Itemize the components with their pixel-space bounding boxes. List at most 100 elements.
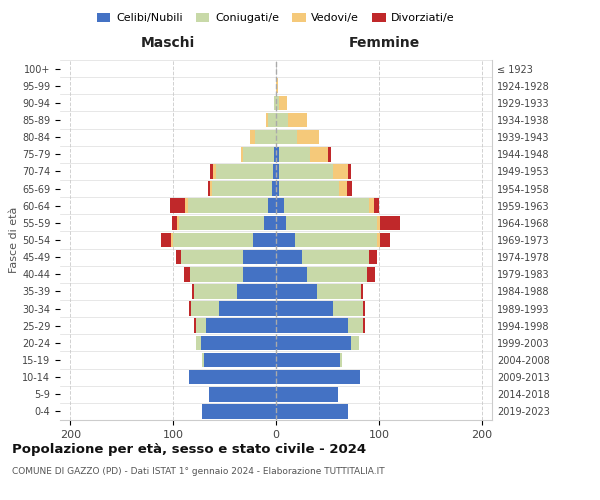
Bar [213,164,217,178]
Bar [185,198,188,213]
Bar [279,182,339,196]
Bar [374,198,379,213]
Bar [188,370,276,384]
Bar [250,130,256,144]
Bar [302,250,368,264]
Bar [276,112,289,128]
Bar [173,232,253,248]
Bar [328,147,331,162]
Bar [206,318,276,333]
Bar [347,182,352,196]
Bar [243,267,276,281]
Bar [348,318,364,333]
Bar [191,302,220,316]
Bar [310,147,328,162]
Text: COMUNE DI GAZZO (PD) - Dati ISTAT 1° gennaio 2024 - Elaborazione TUTTITALIA.IT: COMUNE DI GAZZO (PD) - Dati ISTAT 1° gen… [12,468,385,476]
Bar [268,198,276,213]
Bar [276,404,348,418]
Bar [276,267,307,281]
Bar [351,336,359,350]
Bar [276,182,279,196]
Bar [190,267,243,281]
Bar [380,216,400,230]
Bar [276,130,296,144]
Bar [276,352,340,368]
Bar [274,147,276,162]
Bar [276,387,338,402]
Y-axis label: Fasce di età: Fasce di età [9,207,19,273]
Bar [364,318,365,333]
Bar [274,96,276,110]
Bar [204,352,276,368]
Bar [176,250,181,264]
Bar [279,164,332,178]
Bar [276,232,295,248]
Bar [196,318,206,333]
Bar [201,336,276,350]
Bar [170,198,185,213]
Text: Popolazione per età, sesso e stato civile - 2024: Popolazione per età, sesso e stato civil… [12,442,366,456]
Bar [339,182,347,196]
Bar [286,216,377,230]
Bar [241,147,243,162]
Bar [340,352,342,368]
Bar [171,232,173,248]
Bar [332,302,364,316]
Bar [194,318,196,333]
Bar [276,318,348,333]
Bar [332,164,348,178]
Bar [276,78,278,93]
Bar [276,370,361,384]
Bar [188,302,191,316]
Bar [202,352,204,368]
Bar [276,302,332,316]
Bar [284,198,368,213]
Bar [364,302,365,316]
Bar [276,147,279,162]
Text: Maschi: Maschi [141,36,195,50]
Bar [243,250,276,264]
Bar [295,232,377,248]
Bar [184,267,190,281]
Bar [266,112,268,128]
Bar [256,130,276,144]
Bar [253,232,276,248]
Bar [202,404,276,418]
Bar [263,216,276,230]
Bar [237,284,276,298]
Bar [367,267,375,281]
Bar [276,216,286,230]
Bar [243,147,274,162]
Bar [368,250,377,264]
Bar [272,182,276,196]
Bar [179,216,263,230]
Bar [276,198,284,213]
Bar [191,284,194,298]
Bar [273,164,276,178]
Bar [279,147,310,162]
Bar [210,164,213,178]
Bar [317,284,361,298]
Bar [377,216,380,230]
Bar [217,164,273,178]
Bar [209,387,276,402]
Bar [276,164,279,178]
Bar [377,232,380,248]
Bar [220,302,276,316]
Text: Femmine: Femmine [349,36,419,50]
Bar [361,284,364,298]
Bar [380,232,390,248]
Bar [210,182,212,196]
Bar [276,250,302,264]
Bar [348,164,351,178]
Bar [194,284,237,298]
Bar [181,250,243,264]
Bar [212,182,272,196]
Bar [188,198,268,213]
Bar [196,336,201,350]
Bar [177,216,179,230]
Bar [368,198,374,213]
Bar [276,284,317,298]
Bar [268,112,276,128]
Legend: Celibi/Nubili, Coniugati/e, Vedovi/e, Divorziati/e: Celibi/Nubili, Coniugati/e, Vedovi/e, Di… [93,8,459,28]
